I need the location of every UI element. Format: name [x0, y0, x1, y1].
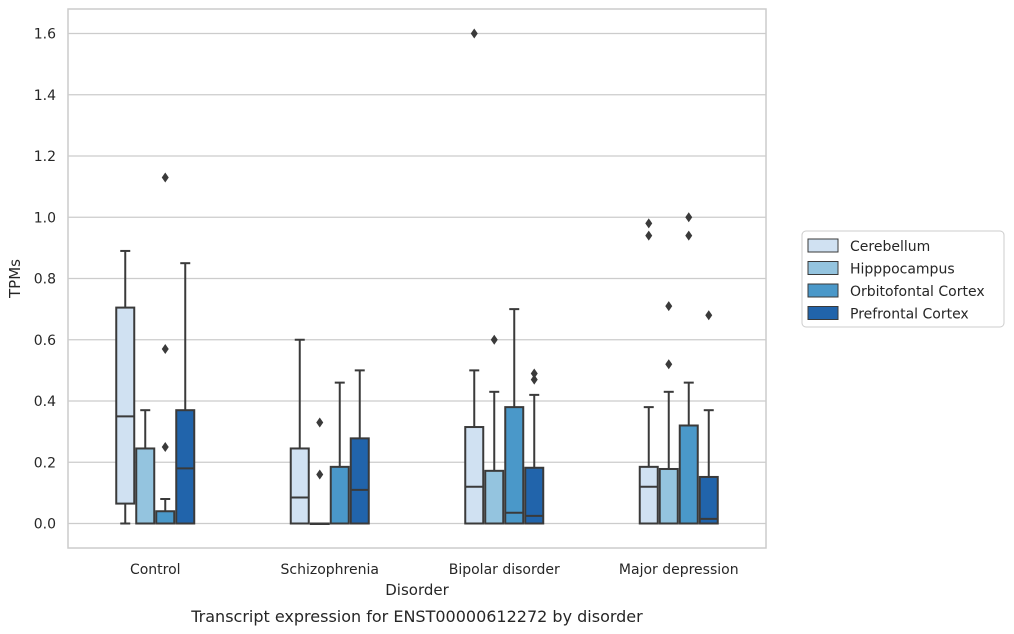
outlier-point: [161, 343, 169, 354]
box: [289, 447, 310, 525]
outlier-point: [530, 374, 538, 385]
outlier-point: [665, 301, 673, 312]
legend-swatch: [807, 261, 839, 275]
outlier-point: [470, 28, 478, 39]
box: [115, 306, 136, 505]
plot-boxes: [115, 28, 719, 525]
outlier-point: [316, 417, 324, 428]
box: [175, 409, 196, 525]
x-axis-label: Disorder: [385, 581, 449, 599]
y-axis-label: TPMs: [6, 259, 24, 299]
legend-label: Cerebellum: [850, 239, 930, 255]
y-tick-label: 0.6: [34, 333, 56, 349]
y-tick-label: 1.2: [34, 149, 56, 165]
legend-label: Prefrontal Cortex: [850, 307, 969, 323]
box-group: [155, 172, 176, 525]
box-group: [658, 301, 679, 525]
outlier-point: [316, 469, 324, 480]
x-tick-label: Bipolar disorder: [449, 562, 560, 578]
box-group: [524, 368, 545, 525]
box: [638, 465, 659, 525]
legend-label: Orbitofontal Cortex: [850, 284, 985, 300]
box-group: [309, 417, 330, 525]
y-tick-label: 0.4: [34, 394, 56, 410]
box-group: [289, 338, 310, 525]
legend-label: Hipppocampus: [850, 262, 955, 278]
box: [658, 467, 679, 525]
outlier-point: [645, 218, 653, 229]
legend-swatch: [807, 238, 839, 253]
box-group: [135, 409, 156, 525]
box: [698, 475, 719, 525]
outlier-point: [161, 441, 169, 452]
y-tick-label: 0.8: [34, 272, 56, 288]
box-group: [638, 218, 659, 525]
box-group: [115, 249, 136, 525]
box-group: [504, 308, 525, 525]
box-group: [464, 28, 485, 525]
outlier-point: [685, 212, 693, 223]
x-tick-label: Major depression: [619, 562, 739, 578]
box: [678, 424, 699, 525]
box: [484, 469, 505, 525]
x-tick-label: Control: [130, 562, 181, 578]
y-tick-label: 1.0: [34, 210, 56, 226]
legend-frame: [801, 230, 1005, 328]
outlier-point: [645, 230, 653, 241]
box-group: [329, 381, 350, 525]
y-tick-label: 1.4: [34, 88, 56, 104]
legend-swatch: [807, 306, 839, 320]
box-group: [484, 334, 505, 525]
box: [504, 406, 525, 525]
box: [349, 437, 370, 525]
box: [464, 426, 485, 525]
box-group: [349, 369, 370, 525]
box: [524, 466, 545, 525]
box: [329, 465, 350, 525]
legend: Cerebellum Hipppocampus Orbitofontal Corte…: [801, 230, 1005, 328]
box: [155, 510, 176, 525]
outlier-point: [705, 310, 713, 321]
y-tick-label: 1.6: [34, 27, 56, 43]
y-axis-ticks: 0.0 0.2 0.4 0.6 0.8 1.0 1.2 1.4 1.6: [34, 27, 56, 533]
outlier-point: [685, 230, 693, 241]
box-group: [698, 310, 719, 525]
outlier-point: [161, 172, 169, 183]
x-axis-ticks: Control Schizophrenia Bipolar disorder Majo…: [130, 562, 739, 578]
box: [135, 447, 156, 525]
plot-frame: [67, 8, 767, 549]
box-group: [678, 212, 699, 525]
outlier-point: [665, 359, 673, 370]
legend-swatch: [807, 283, 839, 298]
outlier-point: [490, 334, 498, 345]
gridlines: [68, 32, 766, 525]
x-tick-label: Schizophrenia: [281, 562, 379, 578]
box-group: [175, 262, 196, 525]
chart-caption: Transcript expression for ENST0000061227…: [190, 607, 643, 626]
y-tick-label: 0.2: [34, 455, 56, 471]
outlier-point: [530, 368, 538, 379]
y-tick-label: 0.0: [34, 517, 56, 533]
